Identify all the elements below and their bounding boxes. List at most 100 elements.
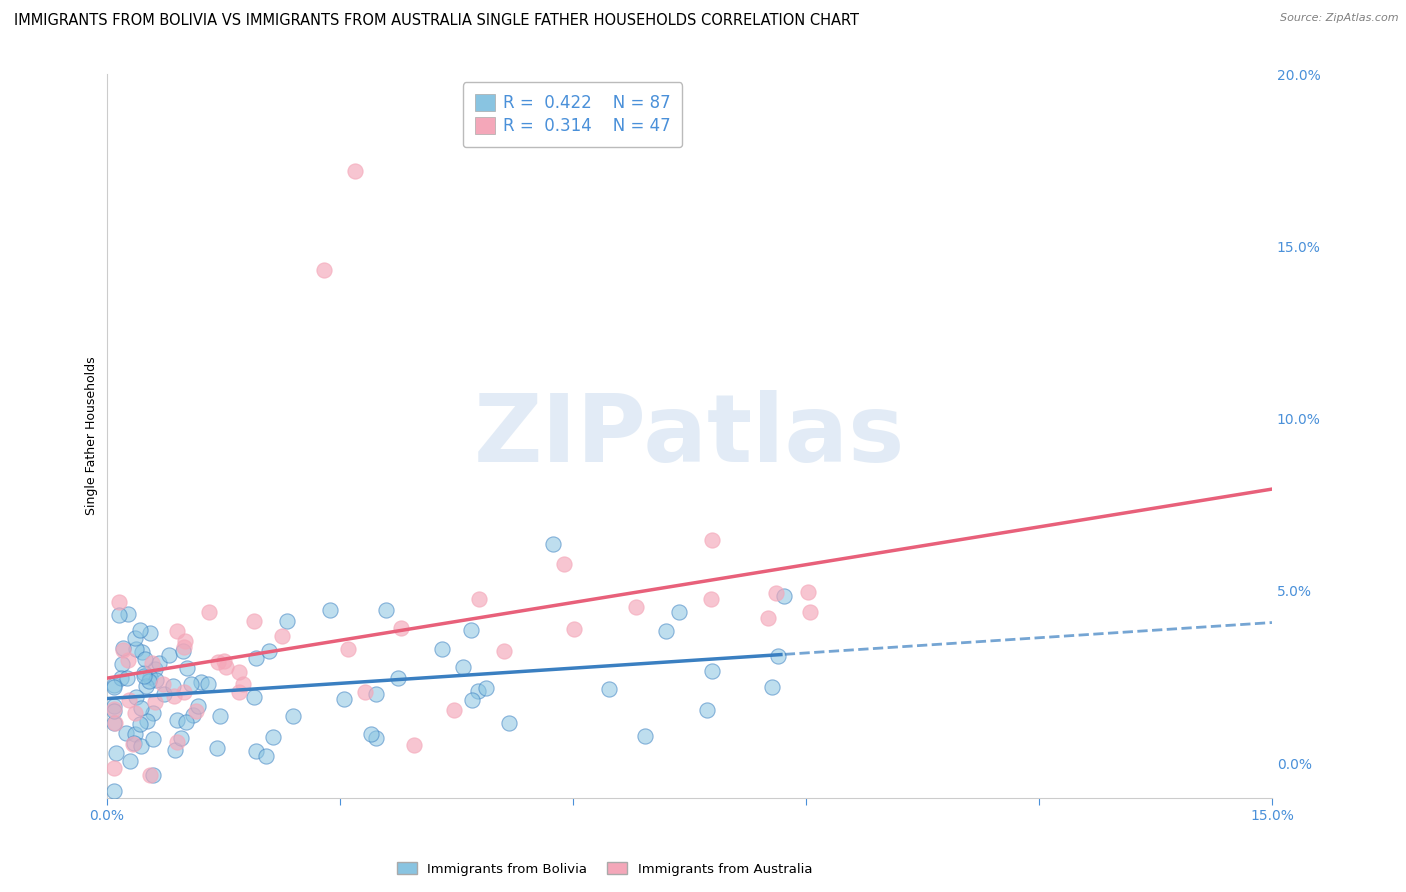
Point — [207, 741, 229, 756]
Point — [139, 626, 162, 640]
Point — [111, 643, 134, 657]
Point — [166, 735, 188, 749]
Point — [655, 624, 678, 638]
Legend: Immigrants from Bolivia, Immigrants from Australia: Immigrants from Bolivia, Immigrants from… — [392, 857, 817, 881]
Point — [333, 692, 356, 706]
Text: ZIPatlas: ZIPatlas — [474, 390, 905, 482]
Point — [104, 746, 127, 760]
Point — [799, 605, 821, 619]
Point — [634, 729, 657, 743]
Point — [366, 731, 388, 745]
Point — [136, 714, 159, 728]
Point — [187, 698, 209, 713]
Point — [391, 621, 413, 635]
Point — [541, 537, 564, 551]
Point — [700, 592, 723, 607]
Point — [207, 655, 229, 669]
Point — [598, 681, 620, 696]
Point — [110, 657, 132, 672]
Text: IMMIGRANTS FROM BOLIVIA VS IMMIGRANTS FROM AUSTRALIA SINGLE FATHER HOUSEHOLDS CO: IMMIGRANTS FROM BOLIVIA VS IMMIGRANTS FR… — [14, 13, 859, 29]
Point — [232, 677, 254, 691]
Point — [125, 642, 148, 657]
Point — [214, 654, 236, 668]
Point — [467, 684, 489, 698]
Point — [190, 675, 212, 690]
Point — [103, 784, 125, 798]
Point — [104, 715, 127, 730]
Point — [124, 690, 146, 705]
Point — [166, 713, 188, 727]
Point — [765, 586, 787, 600]
Text: Source: ZipAtlas.com: Source: ZipAtlas.com — [1281, 13, 1399, 23]
Point — [797, 585, 820, 599]
Point — [271, 629, 294, 643]
Point — [668, 605, 690, 619]
Point — [700, 533, 723, 547]
Point — [131, 645, 153, 659]
Point — [337, 642, 360, 657]
Point — [498, 716, 520, 731]
Point — [172, 643, 194, 657]
Point — [766, 649, 789, 664]
Point — [176, 660, 198, 674]
Point — [461, 693, 484, 707]
Point — [624, 600, 647, 615]
Point — [111, 641, 134, 656]
Point — [129, 701, 152, 715]
Point — [319, 603, 342, 617]
Point — [170, 731, 193, 746]
Point — [162, 679, 184, 693]
Point — [165, 743, 187, 757]
Point — [402, 738, 425, 752]
Point — [138, 767, 160, 781]
Point — [103, 678, 125, 692]
Point — [173, 685, 195, 699]
Point — [103, 704, 125, 718]
Point — [143, 695, 166, 709]
Point — [180, 677, 202, 691]
Point — [468, 592, 491, 607]
Point — [696, 703, 718, 717]
Point — [375, 602, 398, 616]
Point — [174, 715, 197, 730]
Point — [243, 690, 266, 705]
Point — [108, 595, 131, 609]
Point — [228, 665, 250, 679]
Point — [132, 669, 155, 683]
Point — [152, 677, 174, 691]
Point — [115, 671, 138, 685]
Point — [197, 677, 219, 691]
Point — [129, 623, 152, 637]
Point — [163, 689, 186, 703]
Point — [387, 671, 409, 685]
Point — [761, 680, 783, 694]
Point — [103, 680, 125, 694]
Point — [120, 754, 142, 768]
Point — [758, 611, 780, 625]
Point — [186, 704, 208, 718]
Point — [157, 648, 180, 662]
Point — [215, 659, 238, 673]
Point — [314, 263, 336, 277]
Point — [138, 673, 160, 688]
Point — [124, 631, 146, 645]
Y-axis label: Single Father Households: Single Father Households — [86, 357, 98, 516]
Point — [245, 651, 267, 665]
Point — [198, 606, 221, 620]
Point — [460, 623, 482, 637]
Point — [262, 731, 284, 745]
Point — [134, 652, 156, 666]
Point — [245, 744, 267, 758]
Point — [138, 670, 160, 684]
Point — [173, 640, 195, 654]
Point — [122, 737, 145, 751]
Point — [124, 727, 146, 741]
Point — [259, 644, 281, 658]
Point — [117, 607, 139, 621]
Point — [103, 702, 125, 716]
Point — [103, 698, 125, 713]
Point — [243, 614, 266, 628]
Point — [115, 725, 138, 739]
Point — [494, 643, 516, 657]
Point — [281, 709, 304, 723]
